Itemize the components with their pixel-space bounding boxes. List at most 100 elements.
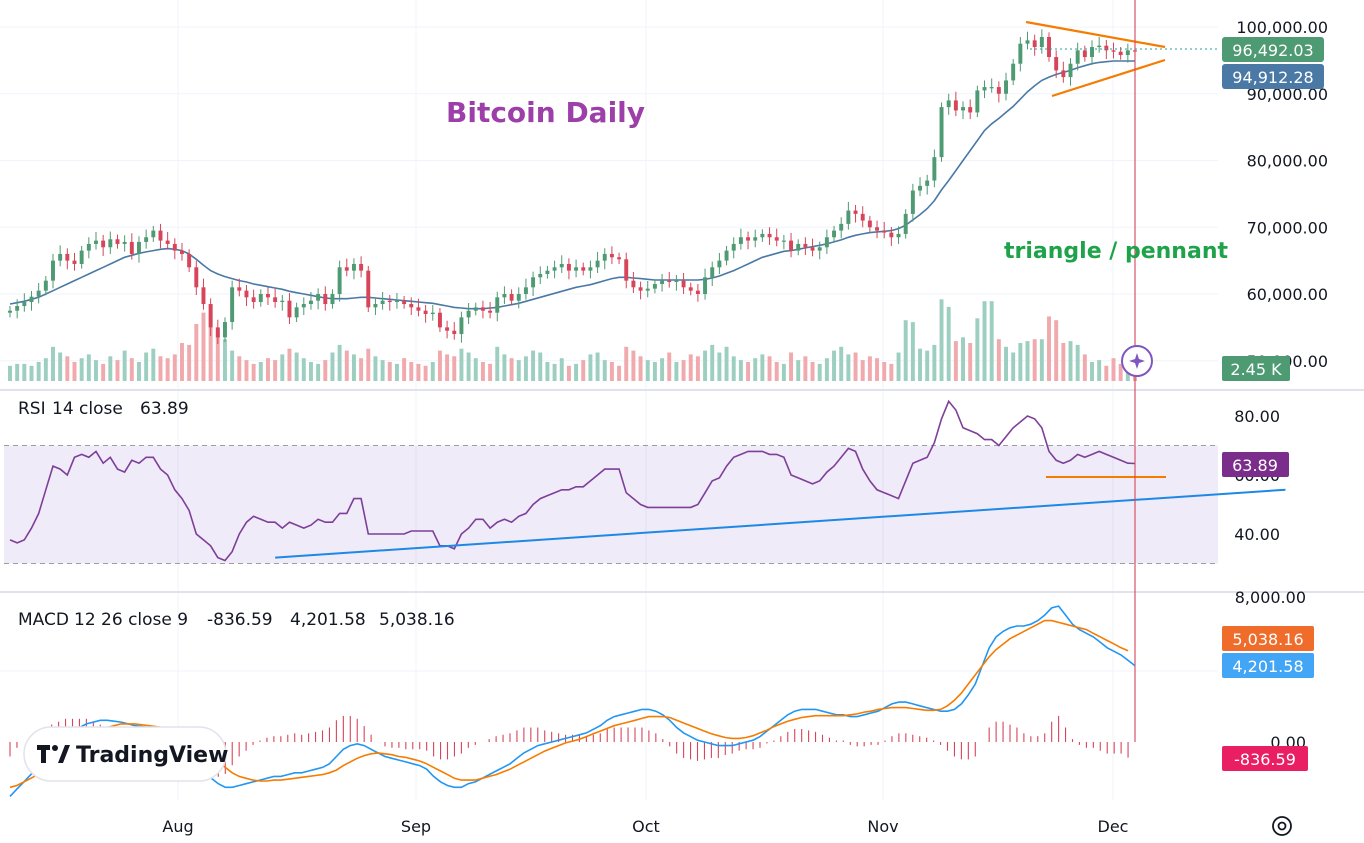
candle-body: [509, 294, 514, 301]
candle-body: [703, 277, 708, 294]
candle-body: [394, 300, 399, 303]
candle-body: [1061, 70, 1066, 78]
volume-bar: [452, 356, 457, 381]
volume-bar: [810, 362, 815, 381]
candle-body: [652, 283, 657, 289]
candle-body: [602, 253, 607, 261]
volume-bar: [667, 352, 672, 381]
volume-bar: [129, 358, 134, 381]
candle-body: [251, 297, 256, 303]
candle-body: [409, 304, 414, 308]
volume-bar: [15, 363, 20, 381]
volume-bar: [437, 350, 442, 381]
volume-bar: [165, 358, 170, 381]
volume-bar: [1104, 365, 1109, 381]
candle-body: [502, 294, 507, 298]
volume-bar: [832, 350, 837, 381]
volume-bar: [180, 343, 184, 381]
candle-body: [538, 273, 543, 278]
candle-body: [523, 287, 528, 294]
volume-bar: [1011, 352, 1016, 381]
candle-body: [667, 280, 672, 282]
volume-bar: [774, 362, 779, 381]
candle-body: [946, 100, 951, 108]
settings-icon[interactable]: [1272, 816, 1292, 836]
candle-body: [287, 300, 292, 318]
volume-bar: [201, 312, 206, 381]
candle-body: [1111, 50, 1116, 52]
candle-body: [968, 107, 973, 113]
candle-body: [108, 239, 113, 248]
candle-body: [94, 240, 98, 244]
volume-bar: [781, 363, 786, 381]
candle-body: [43, 280, 48, 291]
volume-bar: [545, 362, 550, 381]
volume-bar: [394, 363, 399, 381]
volume-bar: [925, 350, 930, 381]
candle-body: [101, 240, 106, 248]
candle-body: [366, 270, 371, 308]
tradingview-logo: TradingView: [23, 726, 228, 782]
candle-body: [72, 260, 77, 264]
candle-body: [1068, 63, 1073, 78]
volume-bar: [194, 324, 199, 381]
volume-bar: [846, 354, 851, 381]
candle-body: [416, 307, 421, 311]
volume-bar: [817, 363, 822, 381]
candle-body: [939, 107, 944, 158]
volume-bar: [681, 360, 686, 381]
volume-bar: [172, 354, 177, 381]
volume-bar: [889, 363, 894, 381]
rsi-badge-value: 63.89: [1232, 456, 1278, 475]
candle-body: [51, 260, 55, 281]
volume-bar: [609, 362, 614, 381]
volume-bar: [961, 337, 965, 381]
volume-bar: [359, 358, 364, 381]
candle-body: [466, 310, 471, 318]
candle-body: [953, 100, 958, 111]
volume-bar: [366, 348, 371, 381]
candle-body: [122, 241, 127, 244]
candle-body: [244, 290, 249, 298]
candle-body: [1011, 63, 1016, 81]
volume-bar: [137, 362, 141, 381]
volume-bar: [280, 354, 285, 381]
price-tick-label: 80,000.00: [1247, 152, 1328, 171]
volume-bar: [703, 350, 708, 381]
macd-legend: MACD 12 26 close 9 -836.59 4,201.58 5,03…: [18, 610, 455, 630]
candle-body: [982, 87, 987, 91]
volume-bar: [652, 362, 657, 381]
candle-body: [294, 307, 299, 318]
candle-body: [695, 290, 700, 294]
date-label: Dec: [1098, 817, 1129, 836]
volume-bar: [896, 352, 901, 381]
logo-text: TradingView: [76, 743, 228, 768]
volume-bar: [316, 363, 321, 381]
price-tick-label: 100,000.00: [1236, 18, 1328, 37]
volume-bar: [1068, 341, 1073, 381]
volume-bar: [875, 358, 880, 381]
candle-body: [867, 220, 872, 228]
rsi-label: RSI: [18, 399, 46, 419]
volume-bar: [108, 356, 113, 381]
volume-bar: [8, 365, 12, 381]
volume-bar: [323, 360, 328, 381]
candle-body: [631, 280, 636, 288]
candle-body: [301, 304, 306, 308]
hist-badge-value: -836.59: [1234, 750, 1296, 769]
indicator-sparkle-icon[interactable]: [1121, 345, 1153, 377]
volume-bar: [72, 362, 77, 381]
candle-body: [925, 180, 930, 186]
candle-body: [989, 87, 994, 89]
candle-body: [996, 87, 1001, 94]
candle-body: [316, 294, 321, 301]
candle-body: [781, 240, 786, 242]
volume-bar: [853, 352, 858, 381]
candle-body: [230, 287, 235, 323]
volume-bar: [968, 343, 973, 381]
volume-bar: [287, 348, 292, 381]
candle-body: [280, 300, 285, 303]
macd-label: MACD: [18, 610, 69, 630]
volume-bar: [115, 360, 120, 381]
volume-bar: [789, 352, 794, 381]
